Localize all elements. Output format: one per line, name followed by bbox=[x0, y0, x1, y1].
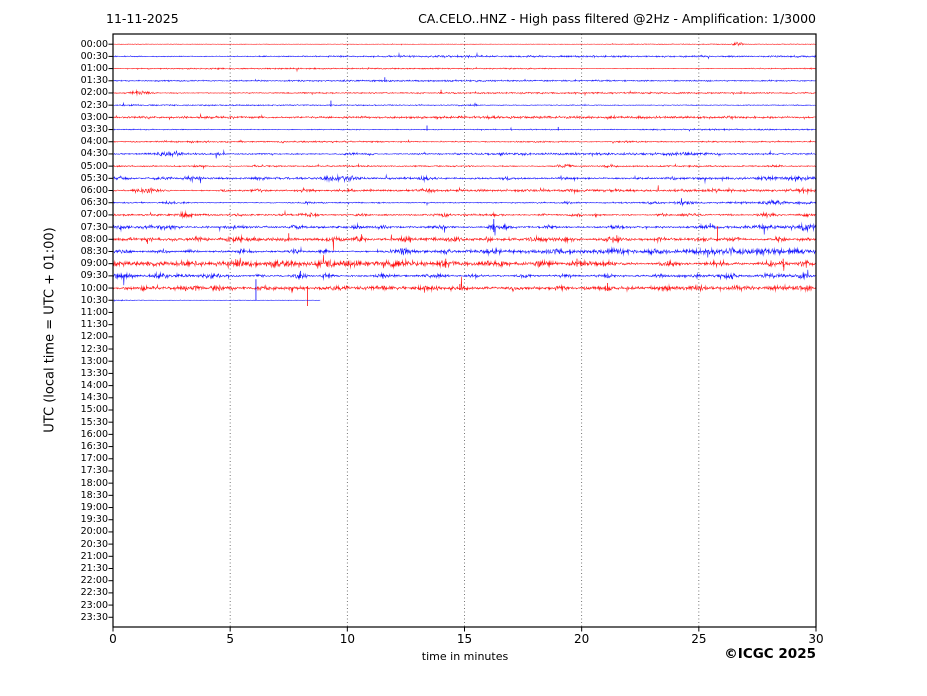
x-tick-label: 5 bbox=[226, 632, 234, 646]
y-tick-label: 19:00 bbox=[80, 502, 108, 514]
y-tick-label: 11:00 bbox=[80, 306, 108, 318]
y-tick-label: 04:00 bbox=[80, 136, 108, 148]
y-tick-label: 20:00 bbox=[80, 526, 108, 538]
y-tick-label: 16:30 bbox=[80, 441, 108, 453]
y-tick-label: 15:30 bbox=[80, 416, 108, 428]
y-tick-label: 10:30 bbox=[80, 294, 108, 306]
station-title: CA.CELO..HNZ - High pass filtered @2Hz -… bbox=[418, 11, 816, 26]
y-tick-label: 23:00 bbox=[80, 599, 108, 611]
y-tick-label: 23:30 bbox=[80, 611, 108, 623]
y-tick-label: 22:00 bbox=[80, 575, 108, 587]
y-tick-label: 00:00 bbox=[80, 38, 108, 50]
y-tick-label: 13:30 bbox=[80, 367, 108, 379]
copyright: ©ICGC 2025 bbox=[724, 646, 816, 662]
y-tick-label: 15:00 bbox=[80, 404, 108, 416]
y-tick-label: 09:30 bbox=[80, 270, 108, 282]
y-tick-label: 02:00 bbox=[80, 87, 108, 99]
y-tick-label: 19:30 bbox=[80, 514, 108, 526]
y-tick-label: 02:30 bbox=[80, 99, 108, 111]
x-tick-label: 20 bbox=[574, 632, 590, 646]
y-tick-label: 20:30 bbox=[80, 538, 108, 550]
y-tick-label: 04:30 bbox=[80, 148, 108, 160]
y-tick-label: 09:00 bbox=[80, 258, 108, 270]
y-tick-label: 01:30 bbox=[80, 75, 108, 87]
y-tick-label: 06:00 bbox=[80, 185, 108, 197]
y-tick-label: 14:30 bbox=[80, 392, 108, 404]
y-tick-label: 07:30 bbox=[80, 221, 108, 233]
y-tick-label: 22:30 bbox=[80, 587, 108, 599]
x-axis-label: time in minutes bbox=[421, 650, 509, 663]
y-tick-label: 03:30 bbox=[80, 124, 108, 136]
x-tick-label: 0 bbox=[109, 632, 117, 646]
y-tick-label: 08:30 bbox=[80, 245, 108, 257]
y-tick-label: 18:00 bbox=[80, 477, 108, 489]
y-tick-label: 12:30 bbox=[80, 343, 108, 355]
y-tick-label: 16:00 bbox=[80, 428, 108, 440]
y-tick-label: 17:30 bbox=[80, 465, 108, 477]
x-tick-label: 10 bbox=[339, 632, 355, 646]
y-tick-label: 07:00 bbox=[80, 209, 108, 221]
y-tick-label: 05:00 bbox=[80, 160, 108, 172]
y-tick-label: 21:30 bbox=[80, 562, 108, 574]
y-tick-label: 00:30 bbox=[80, 50, 108, 62]
y-tick-label: 14:00 bbox=[80, 380, 108, 392]
date-title: 11-11-2025 bbox=[106, 11, 179, 26]
y-tick-label: 18:30 bbox=[80, 489, 108, 501]
y-tick-label: 01:00 bbox=[80, 63, 108, 75]
y-tick-label: 11:30 bbox=[80, 319, 108, 331]
x-tick-label: 25 bbox=[691, 632, 707, 646]
y-tick-label: 10:00 bbox=[80, 282, 108, 294]
y-tick-label: 12:00 bbox=[80, 331, 108, 343]
y-tick-label: 03:00 bbox=[80, 111, 108, 123]
y-tick-label: 13:00 bbox=[80, 355, 108, 367]
x-tick-label: 15 bbox=[456, 632, 473, 646]
x-tick-label: 30 bbox=[808, 632, 824, 646]
y-tick-label: 05:30 bbox=[80, 172, 108, 184]
y-tick-label: 06:30 bbox=[80, 197, 108, 209]
y-tick-label: 21:00 bbox=[80, 550, 108, 562]
y-tick-label: 17:00 bbox=[80, 453, 108, 465]
y-tick-label: 08:00 bbox=[80, 233, 108, 245]
